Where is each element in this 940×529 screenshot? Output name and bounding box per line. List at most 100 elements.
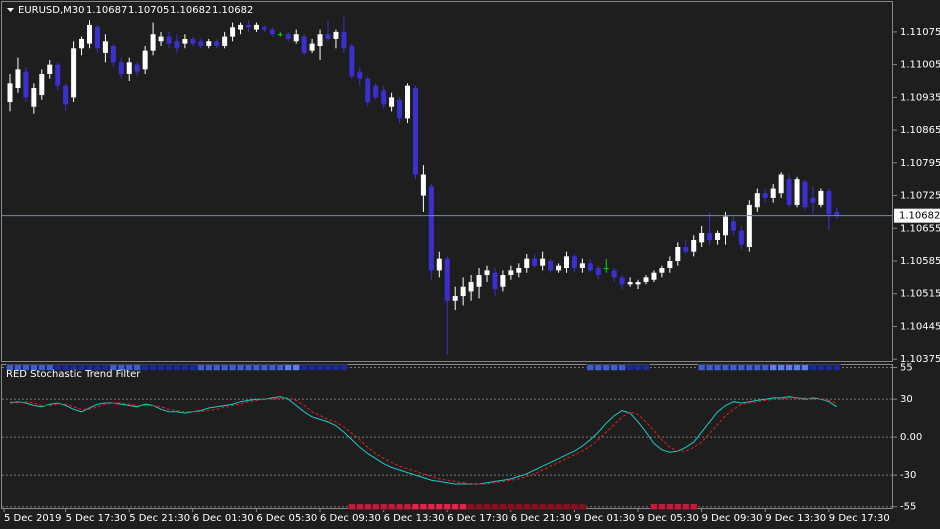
candle-body xyxy=(492,272,498,290)
candle-body xyxy=(675,246,681,262)
candle-body xyxy=(444,258,450,301)
trend-filter-cell xyxy=(77,364,86,371)
trend-filter-cell xyxy=(483,503,491,511)
trend-filter-cell xyxy=(387,503,396,511)
trend-filter-cell xyxy=(793,364,801,371)
trend-filter-cell xyxy=(809,364,817,371)
candle-body xyxy=(277,34,283,36)
trend-filter-cell xyxy=(713,364,722,371)
trend-filter-cell xyxy=(30,364,38,371)
candle-body xyxy=(134,64,140,72)
indicator-line xyxy=(9,397,837,485)
candle-body xyxy=(238,24,244,30)
candle-body xyxy=(87,24,92,44)
trend-filter-cell xyxy=(45,364,54,371)
symbol: EURUSD,M30 xyxy=(18,5,84,16)
candle-body xyxy=(63,85,69,105)
trend-filter-cell xyxy=(451,503,460,511)
candle-body xyxy=(174,41,180,49)
trend-filter-cell xyxy=(363,503,372,511)
trend-filter-cell xyxy=(642,364,650,371)
x-tick-label: 9 Dec 01:30 xyxy=(574,513,635,524)
candle-body xyxy=(635,282,641,285)
indicator-line xyxy=(9,396,838,485)
candle-body xyxy=(71,48,77,98)
trend-filter-cell xyxy=(69,364,78,371)
trend-filter-cell xyxy=(785,364,793,371)
x-tick-label: 6 Dec 01:30 xyxy=(193,513,254,524)
candle-body xyxy=(452,296,458,301)
trend-filter-cell xyxy=(570,503,579,511)
trend-filter-cell xyxy=(37,364,46,371)
trend-filter-cell xyxy=(379,503,388,511)
candle-body xyxy=(214,41,220,46)
trend-filter-cell xyxy=(395,503,404,511)
trend-filter-cell xyxy=(411,503,420,511)
candle-body xyxy=(611,270,617,278)
x-tick-label: 9 Dec 05:30 xyxy=(638,513,699,524)
candle-body xyxy=(730,221,736,231)
candle-body xyxy=(770,188,776,198)
trend-filter-cell xyxy=(228,364,237,371)
trend-filter-cell xyxy=(220,364,229,371)
trend-filter-cell xyxy=(825,364,833,371)
candle-body xyxy=(325,34,331,39)
trend-filter-cell xyxy=(554,503,563,511)
candle-body xyxy=(253,24,259,30)
trend-filter-cell xyxy=(658,503,666,511)
header: EURUSD,M30 xyxy=(18,5,84,16)
trend-filter-cell xyxy=(276,364,285,371)
trend-filter-cell xyxy=(761,364,770,371)
candle-body xyxy=(142,50,148,70)
candle-body xyxy=(794,179,800,205)
trend-filter-cell xyxy=(673,503,682,511)
current-price-label: 1.10682 xyxy=(899,211,940,222)
trend-filter-cell xyxy=(475,503,483,511)
candle-body xyxy=(460,286,466,297)
trend-filter-cell xyxy=(626,364,634,371)
trend-filter-cell xyxy=(14,364,22,371)
trend-filter-cell xyxy=(284,364,293,371)
candle-body xyxy=(738,230,744,245)
y-tick-label: 1.11005 xyxy=(900,60,940,71)
candle-body xyxy=(301,36,307,53)
candle-body xyxy=(39,74,45,96)
y-tick-label: 1.10375 xyxy=(900,354,940,365)
candle-body xyxy=(667,261,673,269)
candle-body xyxy=(516,268,522,273)
trend-filter-cell xyxy=(427,503,436,511)
candle-body xyxy=(468,282,474,292)
trend-filter-cell xyxy=(181,364,189,371)
trend-filter-cell xyxy=(244,364,253,371)
y-tick-label: 1.10655 xyxy=(900,223,940,234)
candle-body xyxy=(699,232,705,243)
trend-filter-cell xyxy=(697,364,706,371)
candle-body xyxy=(341,31,347,49)
trend-filter-cell xyxy=(721,364,730,371)
trend-filter-cell xyxy=(666,503,674,511)
trend-filter-cell xyxy=(522,503,531,511)
trend-filter-cell xyxy=(459,503,467,511)
trend-filter-cell xyxy=(189,364,197,371)
trend-filter-cell xyxy=(499,503,507,511)
candle-body xyxy=(603,268,609,270)
indicator-title: RED Stochastic Trend Filter xyxy=(6,369,141,380)
candle-body xyxy=(79,38,85,49)
candle-body xyxy=(405,85,410,119)
trend-filter-cell xyxy=(689,503,698,511)
trend-filter-cell xyxy=(578,503,587,511)
candle-body xyxy=(349,45,355,77)
candle-body xyxy=(94,27,100,49)
symbol-menu-arrow[interactable] xyxy=(7,8,14,12)
candle-body xyxy=(261,27,267,30)
candle-body xyxy=(182,38,188,44)
trend-filter-cell xyxy=(737,364,746,371)
y-tick-label: 0.00 xyxy=(900,432,922,443)
trend-filter-cell xyxy=(61,364,70,371)
header-price: 1.10687 xyxy=(86,5,127,16)
candle-body xyxy=(333,31,339,39)
trend-filter-cell xyxy=(204,364,213,371)
candle-body xyxy=(365,78,371,103)
candle-body xyxy=(230,27,236,37)
